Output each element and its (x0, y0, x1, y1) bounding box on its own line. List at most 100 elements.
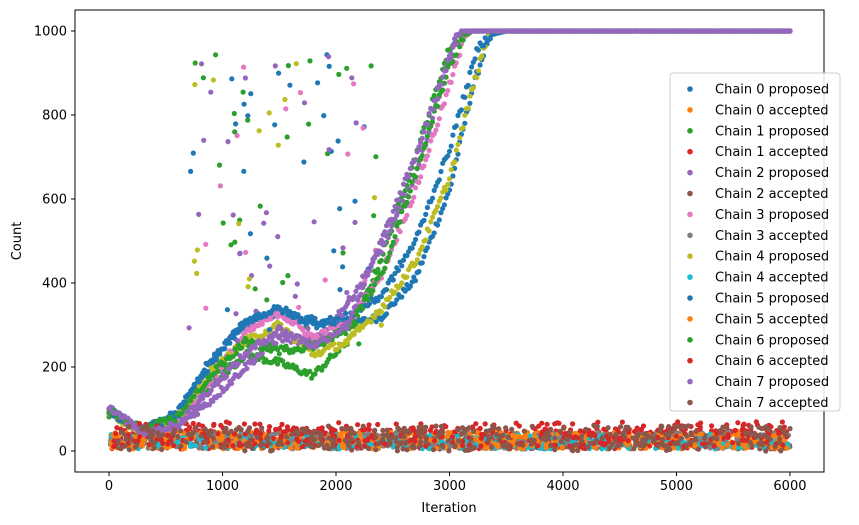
data-point (438, 195, 444, 201)
data-point (375, 298, 381, 304)
data-point (266, 327, 272, 333)
data-point (455, 112, 461, 119)
data-point (191, 393, 197, 399)
data-point (307, 368, 313, 374)
data-point (326, 54, 332, 60)
data-point (443, 187, 449, 193)
data-point (436, 177, 442, 183)
data-point (453, 123, 459, 129)
data-point (482, 445, 488, 451)
data-point (366, 301, 373, 307)
data-point (421, 254, 427, 260)
data-point (372, 282, 378, 288)
data-point (241, 64, 247, 70)
data-point (351, 318, 357, 324)
data-point (268, 316, 274, 322)
data-point (455, 141, 461, 148)
data-point (214, 443, 220, 449)
data-point (294, 281, 300, 287)
data-point (373, 319, 379, 325)
data-point (220, 220, 226, 226)
data-point (706, 440, 712, 446)
data-point (275, 361, 281, 367)
data-point (406, 194, 412, 200)
data-point (559, 444, 565, 450)
data-point (443, 195, 449, 201)
data-point (387, 228, 393, 234)
data-point (241, 101, 247, 107)
data-point (724, 442, 731, 448)
data-point (266, 110, 272, 116)
data-point (399, 263, 405, 269)
data-point (431, 230, 437, 236)
data-point (426, 228, 432, 234)
data-point (192, 442, 199, 449)
data-point (419, 244, 425, 250)
data-point (259, 321, 265, 327)
data-point (429, 115, 436, 121)
data-point (245, 117, 251, 123)
data-point (192, 82, 198, 88)
data-point (327, 314, 333, 320)
data-point (431, 187, 437, 193)
data-point (282, 96, 288, 103)
data-point (349, 75, 355, 81)
data-point (383, 287, 390, 293)
data-point (385, 235, 391, 241)
data-point (474, 75, 480, 81)
data-point (287, 82, 293, 88)
data-point (296, 304, 302, 310)
data-point (411, 241, 417, 247)
data-point (188, 441, 194, 447)
data-point (438, 168, 444, 175)
data-point (194, 270, 200, 276)
data-point (487, 35, 493, 42)
data-point (382, 304, 388, 310)
data-point (247, 231, 253, 237)
data-point (319, 367, 325, 373)
data-point (372, 314, 378, 320)
data-point (435, 203, 441, 210)
data-point (392, 234, 398, 240)
data-point (462, 94, 468, 100)
data-point (441, 101, 447, 107)
data-point (343, 331, 349, 337)
data-point (230, 375, 236, 382)
data-point (292, 441, 298, 447)
data-point (206, 377, 213, 383)
data-point (429, 119, 436, 125)
data-point (495, 442, 501, 448)
data-point (472, 56, 478, 62)
data-point (423, 141, 429, 147)
data-point (412, 185, 419, 191)
data-point (378, 257, 384, 264)
data-point (480, 43, 487, 49)
data-point (435, 103, 441, 109)
data-point (404, 253, 410, 259)
data-point (781, 438, 787, 444)
data-point (371, 195, 378, 201)
data-point (306, 121, 312, 127)
data-point (236, 221, 242, 227)
data-point (675, 445, 681, 451)
data-point (419, 260, 425, 266)
data-point (246, 276, 252, 282)
data-point (203, 380, 209, 386)
data-point (232, 346, 238, 352)
data-point (284, 134, 290, 140)
data-point (467, 100, 473, 106)
data-point (411, 194, 417, 200)
data-point (378, 294, 384, 300)
data-point (404, 212, 410, 218)
data-point (301, 159, 307, 165)
data-point (194, 247, 200, 253)
data-point (424, 204, 430, 211)
data-point (414, 257, 420, 263)
data-point (222, 361, 228, 367)
data-point (412, 261, 419, 267)
data-point (452, 159, 458, 165)
data-point (200, 75, 206, 81)
data-point (206, 402, 213, 408)
data-point (691, 442, 697, 448)
